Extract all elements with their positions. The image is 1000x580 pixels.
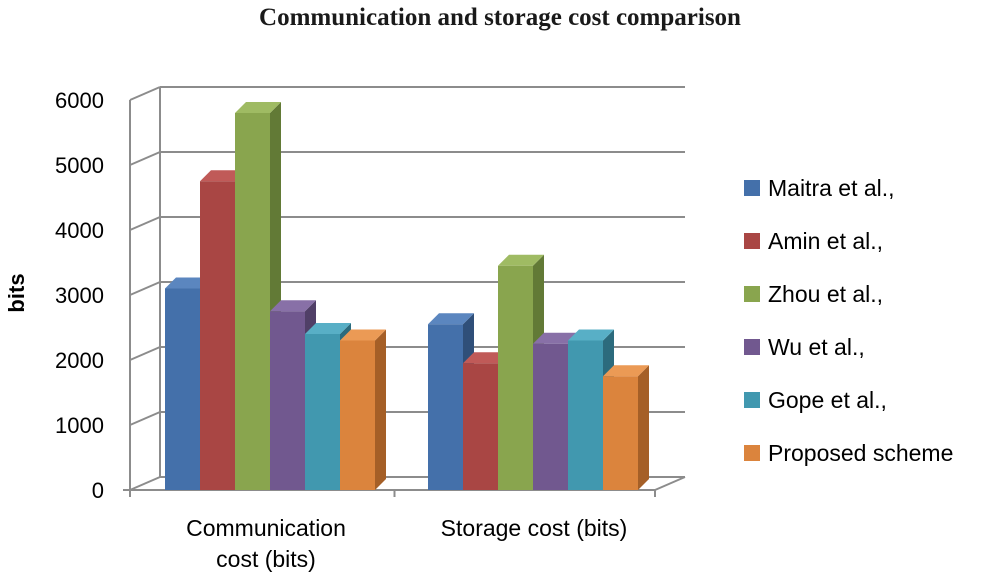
bar-top	[463, 352, 509, 364]
legend-label: Amin et al.,	[768, 228, 883, 254]
bars	[165, 102, 649, 490]
bar-top	[200, 170, 246, 182]
bar-top	[498, 254, 544, 266]
y-tick-labels: 0 1000 2000 3000 4000 5000 6000	[55, 88, 104, 503]
gridline-side	[129, 281, 161, 296]
y-tick-label: 1000	[55, 413, 104, 438]
bar-front	[200, 181, 235, 490]
bar-top	[305, 323, 351, 334]
bar-top	[428, 313, 474, 325]
legend-label: Wu et al.,	[768, 334, 865, 360]
legend-label: Gope et al.,	[768, 387, 887, 413]
bar-top	[603, 365, 649, 377]
gridline-side	[129, 216, 161, 231]
floor-edge	[654, 476, 686, 491]
legend-swatch	[744, 233, 760, 249]
legend-item: Zhou et al.,	[744, 281, 883, 307]
legend: Maitra et al., Amin et al., Zhou et al., Wu…	[744, 175, 953, 466]
bar	[340, 329, 386, 490]
y-tick-label: 0	[92, 478, 104, 503]
bar-top	[270, 300, 316, 312]
y-tick-label: 6000	[55, 88, 104, 113]
legend-item: Wu et al.,	[744, 334, 865, 360]
bar-front	[603, 376, 638, 490]
bar-top	[533, 332, 579, 344]
bar-side	[375, 329, 386, 490]
bar-top	[340, 329, 386, 341]
bar-front	[428, 324, 463, 490]
x-category-label: Storage cost (bits)	[441, 515, 628, 541]
bar-top	[235, 102, 281, 113]
bar-side	[638, 365, 649, 490]
bar-front	[568, 340, 603, 490]
bar-top	[568, 329, 614, 341]
bar-front	[533, 343, 568, 490]
bar-front	[270, 311, 305, 490]
gridline-side	[129, 411, 161, 426]
y-axis-label: bits	[4, 273, 29, 312]
legend-label: Zhou et al.,	[768, 281, 883, 307]
bar	[603, 365, 649, 490]
gridline-side	[129, 151, 161, 166]
x-category-label: Communication cost (bits)	[186, 515, 346, 572]
bar-front	[305, 334, 340, 490]
bar-front	[463, 363, 498, 490]
y-tick-label: 4000	[55, 218, 104, 243]
legend-item: Gope et al.,	[744, 387, 887, 413]
bar-front	[235, 113, 270, 490]
x-category-labels: Communication cost (bits) Storage cost (bi…	[186, 515, 627, 572]
bar-front	[165, 288, 200, 490]
gridline-side	[129, 86, 161, 101]
bar-top	[165, 277, 211, 289]
chart-title: Communication and storage cost compariso…	[259, 4, 741, 31]
legend-swatch	[744, 180, 760, 196]
gridline-side	[129, 346, 161, 361]
legend-item: Proposed scheme	[744, 440, 953, 466]
legend-swatch	[744, 286, 760, 302]
legend-item: Amin et al.,	[744, 228, 883, 254]
legend-swatch	[744, 445, 760, 461]
legend-swatch	[744, 339, 760, 355]
y-tick-label: 5000	[55, 153, 104, 178]
bar-front	[340, 340, 375, 490]
y-tick-label: 3000	[55, 283, 104, 308]
legend-label: Maitra et al.,	[768, 175, 895, 201]
bar-front	[498, 265, 533, 490]
bar	[165, 277, 211, 490]
legend-label: Proposed scheme	[768, 440, 953, 466]
gridline-side	[129, 476, 161, 491]
legend-item: Maitra et al.,	[744, 175, 895, 201]
y-tick-label: 2000	[55, 348, 104, 373]
legend-swatch	[744, 392, 760, 408]
